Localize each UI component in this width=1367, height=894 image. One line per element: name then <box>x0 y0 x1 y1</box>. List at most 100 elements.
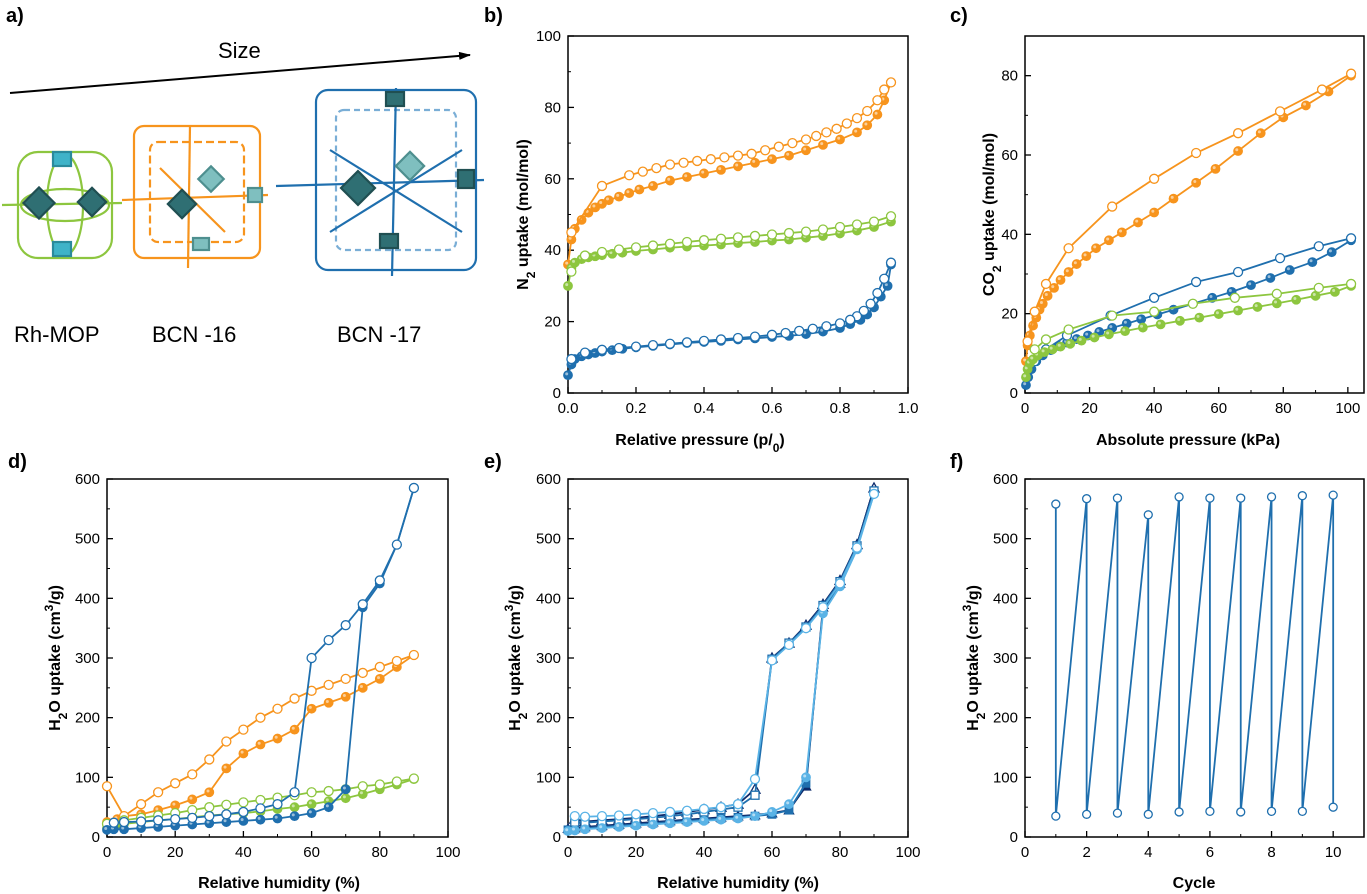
point-highlight <box>735 163 739 167</box>
data-point <box>681 337 693 348</box>
point-highlight <box>1228 289 1232 293</box>
data-point <box>1194 312 1205 323</box>
y-tick-label: 100 <box>75 769 100 786</box>
data-point <box>1271 288 1282 299</box>
size-label: Size <box>218 38 261 63</box>
data-point <box>306 808 317 819</box>
point-highlight <box>616 193 620 197</box>
data-point <box>1112 808 1123 818</box>
point-highlight <box>1254 304 1258 308</box>
y-tick-label: 20 <box>1001 306 1018 323</box>
y-tick-label: 500 <box>75 531 100 548</box>
data-point <box>357 667 368 679</box>
data-point <box>1089 332 1100 343</box>
data-point <box>614 821 624 832</box>
data-point <box>817 224 829 235</box>
data-point <box>705 154 716 165</box>
data-point <box>732 150 744 161</box>
data-point <box>221 763 232 774</box>
data-point <box>1091 243 1101 254</box>
point-highlight <box>718 167 722 171</box>
x-tick-label: 60 <box>764 844 781 861</box>
data-point <box>651 162 662 174</box>
point-highlight <box>1267 275 1271 279</box>
y-tick-label: 600 <box>536 471 561 488</box>
x-tick-label: 8 <box>1267 844 1275 861</box>
data-point <box>170 813 181 825</box>
point-highlight <box>1041 349 1045 353</box>
point-highlight <box>1073 336 1077 340</box>
data-point <box>374 673 385 684</box>
data-point <box>340 793 351 804</box>
data-point <box>170 778 181 789</box>
point-highlight <box>1140 324 1144 328</box>
x-tick-label: 20 <box>628 844 645 861</box>
data-point <box>204 754 215 765</box>
point-highlight <box>1151 209 1155 213</box>
data-point <box>1266 492 1277 502</box>
data-point <box>1274 252 1286 264</box>
data-point <box>749 331 761 342</box>
data-point <box>1345 278 1357 290</box>
data-point <box>374 575 385 586</box>
data-point <box>306 787 317 798</box>
structure-label-bcn16: BCN -16 <box>152 322 236 347</box>
data-point <box>817 602 829 613</box>
data-point <box>766 329 778 340</box>
data-point <box>306 799 317 810</box>
x-tick-label: 40 <box>696 844 713 861</box>
data-point <box>841 118 852 129</box>
series-line <box>1034 237 1352 362</box>
data-point <box>1107 310 1118 321</box>
data-point <box>1330 286 1340 297</box>
data-point <box>885 211 897 222</box>
point-highlight <box>1023 358 1027 362</box>
y-axis-title: H2O uptake (cm3/g) <box>42 585 70 731</box>
data-point <box>773 141 784 152</box>
point-highlight <box>1215 311 1219 315</box>
point-highlight <box>308 705 312 709</box>
data-point <box>851 219 863 230</box>
point-highlight <box>325 798 329 802</box>
data-point <box>1265 273 1276 283</box>
data-point <box>766 655 778 666</box>
series-c-0 <box>1021 70 1356 367</box>
data-point <box>1133 217 1143 228</box>
data-point <box>1063 267 1074 277</box>
data-point <box>698 235 710 246</box>
data-point <box>631 820 641 831</box>
data-point <box>255 803 266 814</box>
point-highlight <box>1122 328 1126 332</box>
data-point <box>603 195 614 206</box>
y-tick-label: 300 <box>75 650 100 667</box>
data-point <box>152 787 164 798</box>
y-tick-label: 400 <box>75 590 100 607</box>
y-tick-label: 200 <box>536 710 561 727</box>
charts-layer: b)0.0 0.2 0.4 0.6 0.8 1.0020406080100Relative… <box>8 5 1365 892</box>
point-highlight <box>1093 245 1097 249</box>
data-point <box>408 482 420 494</box>
data-point <box>187 794 198 805</box>
data-point <box>596 180 608 192</box>
point-highlight <box>1057 277 1061 281</box>
data-point <box>699 815 709 826</box>
data-point <box>1040 278 1052 290</box>
y-tick-label: 0 <box>92 829 100 846</box>
series-e-1 <box>568 481 881 827</box>
data-point <box>780 327 791 339</box>
data-point <box>1149 207 1160 218</box>
y-tick-label: 80 <box>1001 68 1018 85</box>
data-point <box>255 712 266 723</box>
data-point <box>255 814 266 825</box>
y-tick-label: 600 <box>993 471 1018 488</box>
point-highlight <box>1023 382 1027 386</box>
data-point <box>872 95 883 106</box>
data-point <box>1190 276 1202 288</box>
data-point <box>340 620 351 631</box>
series-line <box>1034 283 1352 351</box>
data-point <box>569 825 580 836</box>
data-point <box>374 779 385 790</box>
panel-a-label: a) <box>6 5 24 27</box>
data-point <box>580 824 590 835</box>
point-highlight <box>1096 329 1100 333</box>
